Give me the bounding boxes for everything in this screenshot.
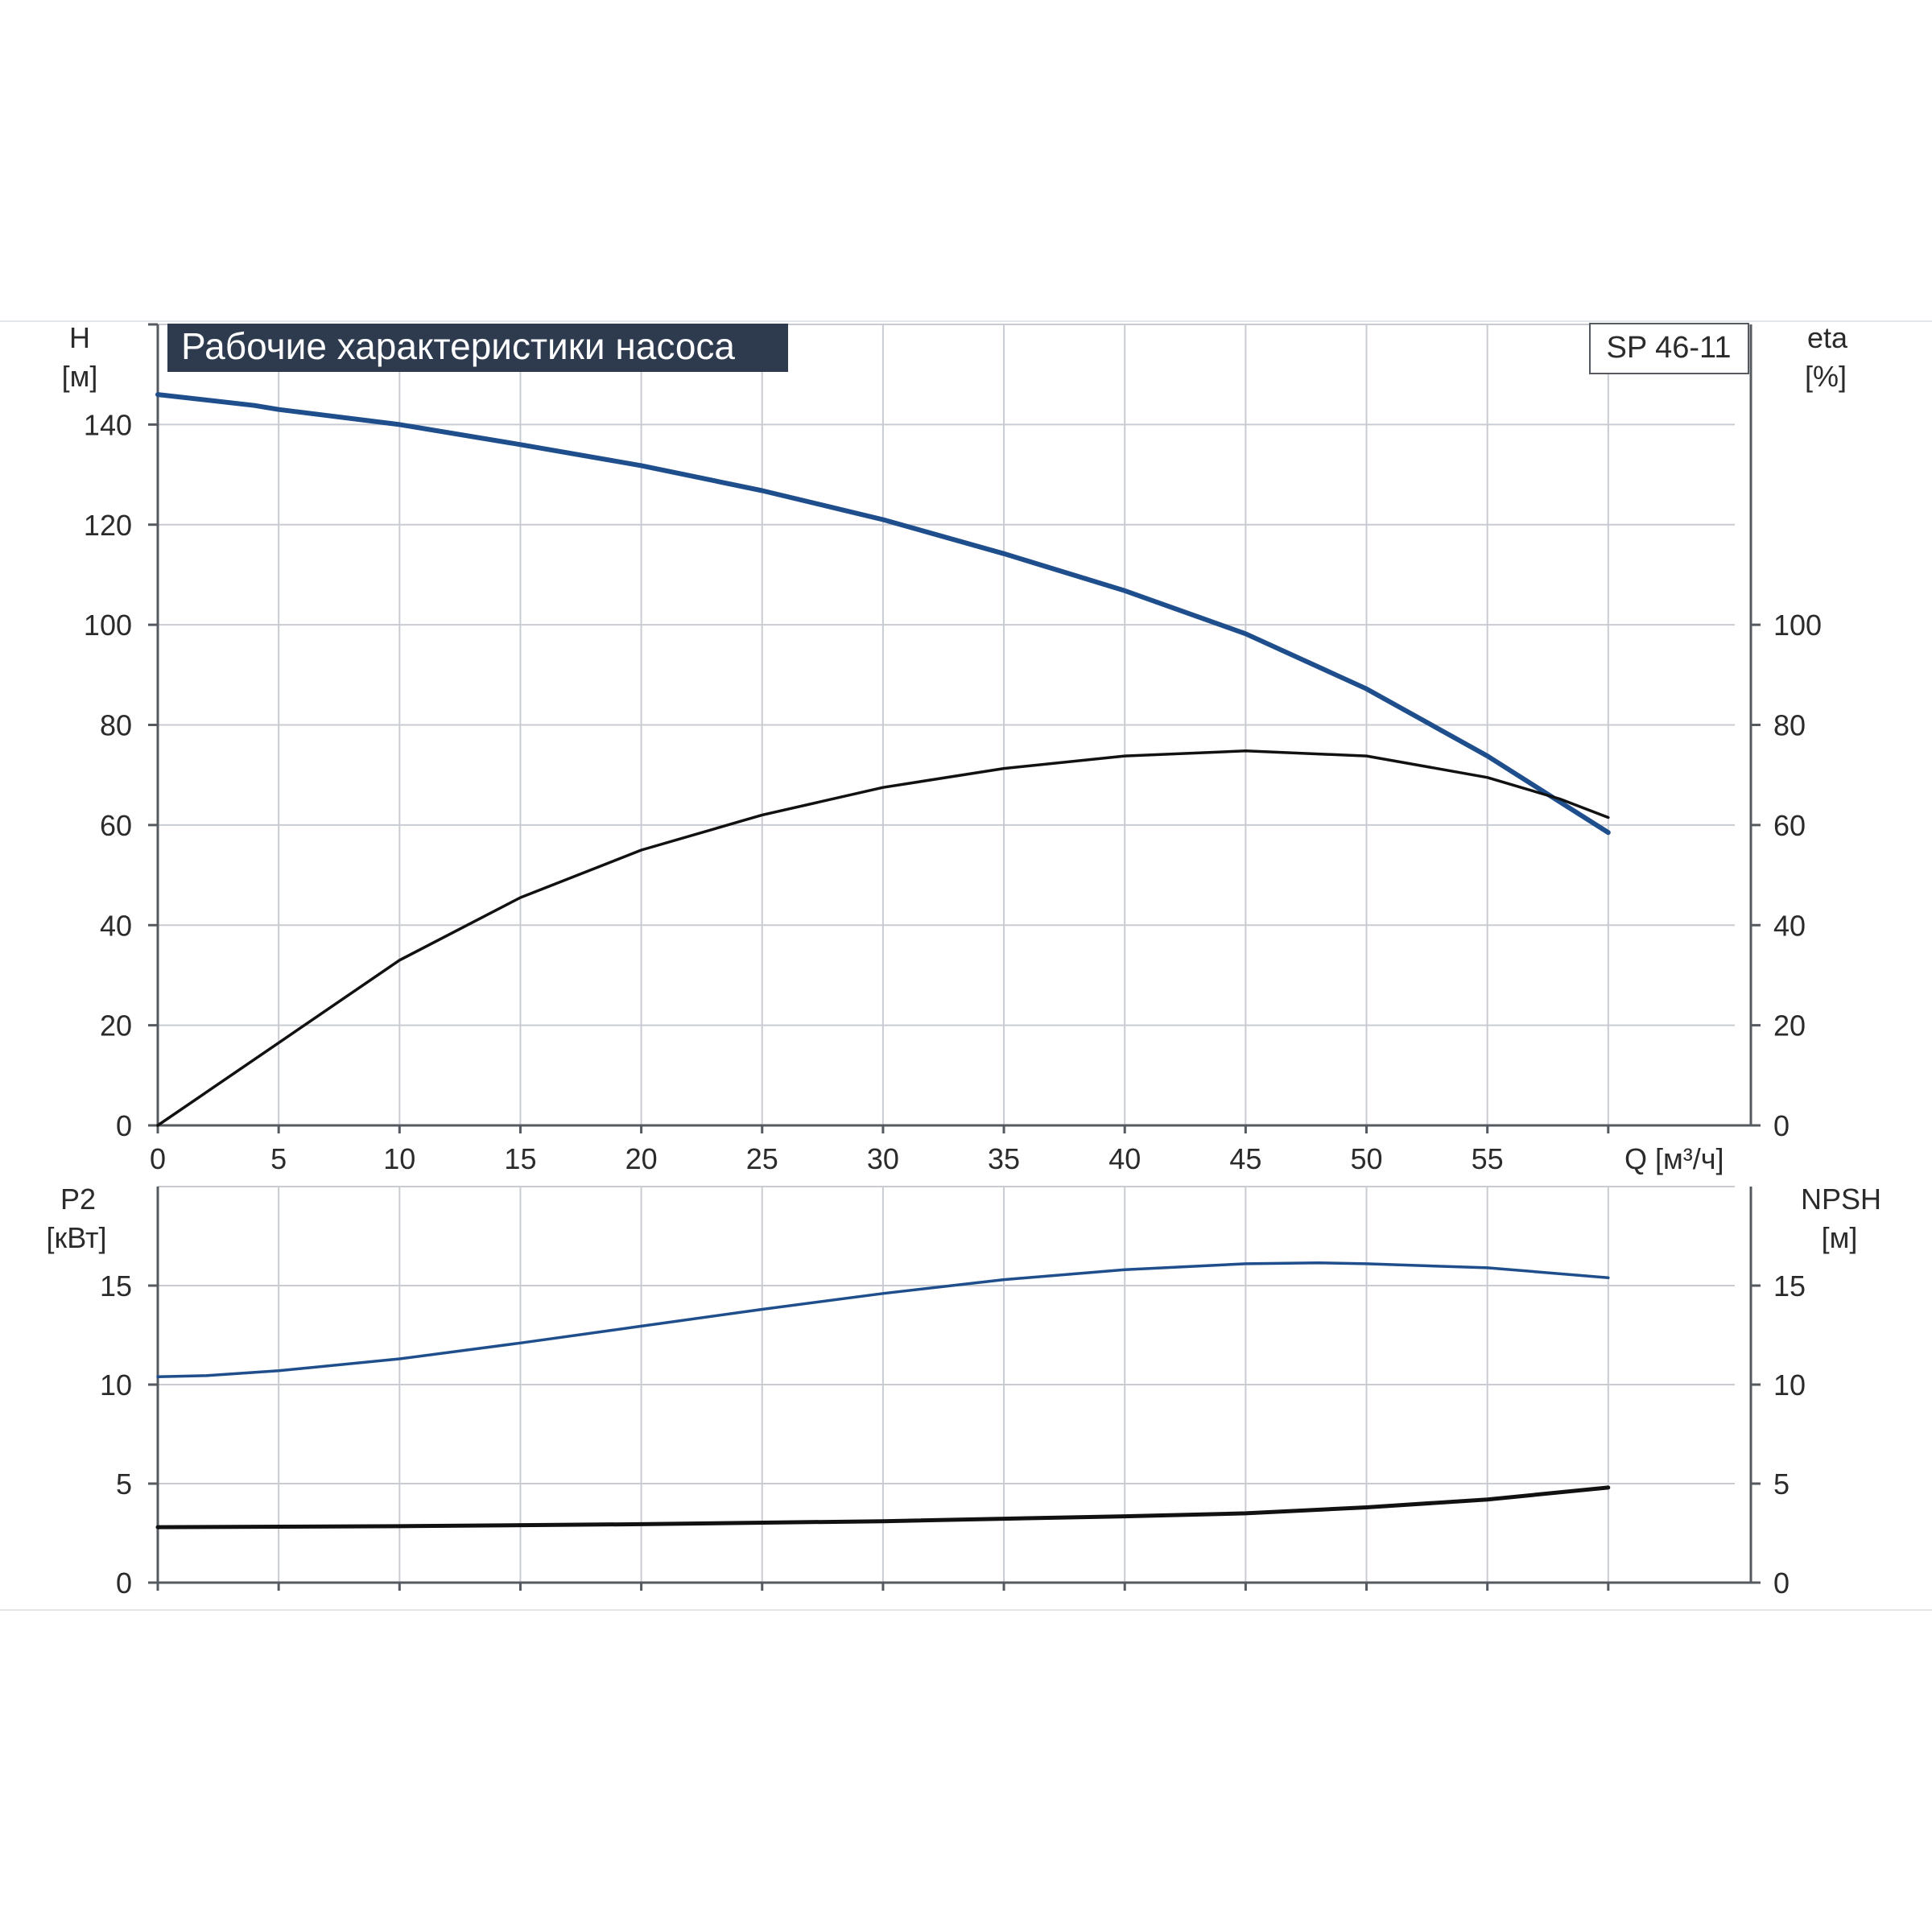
top-left-tick-label-80: 80: [100, 709, 132, 742]
chart-title: Рабочие характеристики насоса: [181, 325, 735, 367]
tick-label-layer: 0204060801001201400204060801000510150510…: [84, 408, 1822, 1600]
model-label-box: [1589, 323, 1749, 374]
top-series-0-line: [155, 392, 1611, 836]
x-tick-label-25: 25: [746, 1142, 778, 1175]
top-right-tick-label-0: 0: [1773, 1109, 1790, 1142]
x-tick-label-35: 35: [988, 1142, 1020, 1175]
x-tick-label-45: 45: [1229, 1142, 1261, 1175]
power-axis-unit: [кВт]: [46, 1221, 106, 1254]
bottom-left-tick-label-10: 10: [100, 1368, 132, 1402]
top-right-tick-label-60: 60: [1773, 809, 1806, 842]
bottom-right-tick-label-5: 5: [1773, 1468, 1790, 1501]
x-tick-label-20: 20: [625, 1142, 658, 1175]
efficiency-axis-unit: [%]: [1805, 360, 1847, 393]
x-tick-label-50: 50: [1350, 1142, 1382, 1175]
bottom-series-1-line: [155, 1485, 1611, 1530]
x-tick-label-5: 5: [270, 1142, 287, 1175]
x-tick-label-10: 10: [383, 1142, 415, 1175]
top-left-tick-label-100: 100: [84, 609, 132, 642]
bottom-left-tick-label-15: 15: [100, 1269, 132, 1302]
model-label: SP 46-11: [1607, 331, 1732, 365]
top-right-tick-label-100: 100: [1773, 609, 1822, 642]
x-tick-label-0: 0: [150, 1142, 166, 1175]
bottom-left-tick-label-5: 5: [116, 1468, 132, 1501]
bottom-right-tick-label-15: 15: [1773, 1269, 1806, 1302]
bottom-right-tick-label-10: 10: [1773, 1368, 1806, 1402]
top-right-tick-label-80: 80: [1773, 709, 1806, 742]
power-axis-title: P2: [60, 1183, 96, 1216]
x-tick-label-55: 55: [1472, 1142, 1504, 1175]
flow-axis-label: Q [м³/ч]: [1624, 1142, 1724, 1175]
top-left-tick-label-60: 60: [100, 809, 132, 842]
efficiency-axis-title: eta: [1807, 321, 1848, 354]
top-left-tick-label-40: 40: [100, 909, 132, 942]
head-axis-unit: [м]: [62, 360, 98, 393]
x-tick-label-30: 30: [867, 1142, 899, 1175]
head-axis-title: H: [69, 321, 90, 354]
bottom-series-0-line: [156, 1261, 1610, 1378]
curve-layer: [155, 392, 1611, 1530]
bottom-left-tick-label-0: 0: [116, 1567, 132, 1600]
top-right-tick-label-20: 20: [1773, 1009, 1806, 1042]
x-tick-label-40: 40: [1108, 1142, 1141, 1175]
top-left-tick-label-0: 0: [116, 1109, 132, 1142]
top-series-1-line: [156, 749, 1610, 1127]
bottom-right-tick-label-0: 0: [1773, 1567, 1790, 1600]
grid-layer: [157, 324, 1735, 1583]
top-left-tick-label-20: 20: [100, 1009, 132, 1042]
top-left-tick-label-120: 120: [84, 509, 132, 542]
npsh-axis-title: NPSH: [1801, 1183, 1881, 1216]
axis-layer: [148, 323, 1761, 1591]
chart-title-background: [167, 324, 788, 372]
top-left-tick-label-140: 140: [84, 408, 132, 441]
top-right-tick-label-40: 40: [1773, 909, 1806, 942]
x-tick-label-15: 15: [504, 1142, 536, 1175]
npsh-axis-unit: [м]: [1822, 1221, 1858, 1254]
